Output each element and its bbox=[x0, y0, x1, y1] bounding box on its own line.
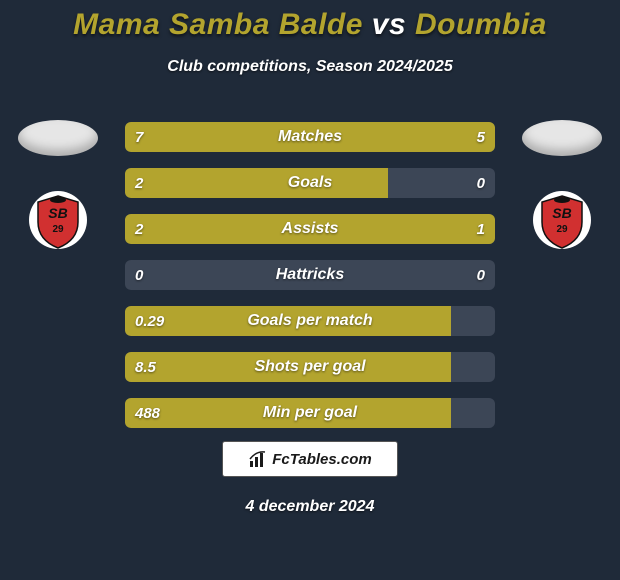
shield-icon: SB 29 bbox=[28, 188, 88, 252]
svg-text:SB: SB bbox=[48, 205, 67, 221]
stat-value-left: 7 bbox=[125, 122, 153, 152]
brand-text: FcTables.com bbox=[272, 451, 371, 468]
stat-value-left: 0.29 bbox=[125, 306, 174, 336]
stat-value-right: 0 bbox=[467, 168, 495, 198]
comparison-infographic: Mama Samba Balde vs Doumbia Club competi… bbox=[0, 0, 620, 580]
stat-row: Min per goal488 bbox=[125, 398, 495, 428]
stat-label: Goals bbox=[125, 168, 495, 198]
stat-label: Hattricks bbox=[125, 260, 495, 290]
stat-label: Min per goal bbox=[125, 398, 495, 428]
stat-row: Matches7 5 bbox=[125, 122, 495, 152]
stat-value-left: 2 bbox=[125, 168, 153, 198]
player2-club-crest: SB 29 bbox=[532, 188, 592, 252]
stat-row: Goals per match0.29 bbox=[125, 306, 495, 336]
svg-text:SB: SB bbox=[552, 205, 571, 221]
player1-club-crest: SB 29 bbox=[28, 188, 88, 252]
player1-name: Mama Samba Balde bbox=[73, 8, 363, 41]
brand-badge: FcTables.com bbox=[222, 441, 398, 477]
svg-text:29: 29 bbox=[556, 224, 568, 235]
stat-label: Goals per match bbox=[125, 306, 495, 336]
chart-icon bbox=[248, 449, 268, 469]
stat-row: Goals2 0 bbox=[125, 168, 495, 198]
stat-row: Hattricks0 0 bbox=[125, 260, 495, 290]
player2-name: Doumbia bbox=[415, 8, 547, 41]
stat-value-right: 5 bbox=[467, 122, 495, 152]
stat-label: Assists bbox=[125, 214, 495, 244]
footer-date: 4 december 2024 bbox=[0, 498, 620, 516]
stat-value-left: 0 bbox=[125, 260, 153, 290]
subtitle: Club competitions, Season 2024/2025 bbox=[0, 58, 620, 76]
stat-value-right: 0 bbox=[467, 260, 495, 290]
stat-label: Shots per goal bbox=[125, 352, 495, 382]
player2-avatar bbox=[522, 120, 602, 156]
stat-label: Matches bbox=[125, 122, 495, 152]
comparison-bars: Matches75Goals20Assists21Hattricks00Goal… bbox=[125, 122, 495, 444]
page-title: Mama Samba Balde vs Doumbia bbox=[0, 8, 620, 42]
vs-word: vs bbox=[372, 8, 406, 41]
shield-icon: SB 29 bbox=[532, 188, 592, 252]
svg-text:29: 29 bbox=[52, 224, 64, 235]
stat-value-left: 2 bbox=[125, 214, 153, 244]
stat-value-left: 8.5 bbox=[125, 352, 166, 382]
stat-value-right: 1 bbox=[467, 214, 495, 244]
stat-row: Shots per goal8.5 bbox=[125, 352, 495, 382]
stat-value-left: 488 bbox=[125, 398, 170, 428]
player1-avatar bbox=[18, 120, 98, 156]
stat-row: Assists2 1 bbox=[125, 214, 495, 244]
